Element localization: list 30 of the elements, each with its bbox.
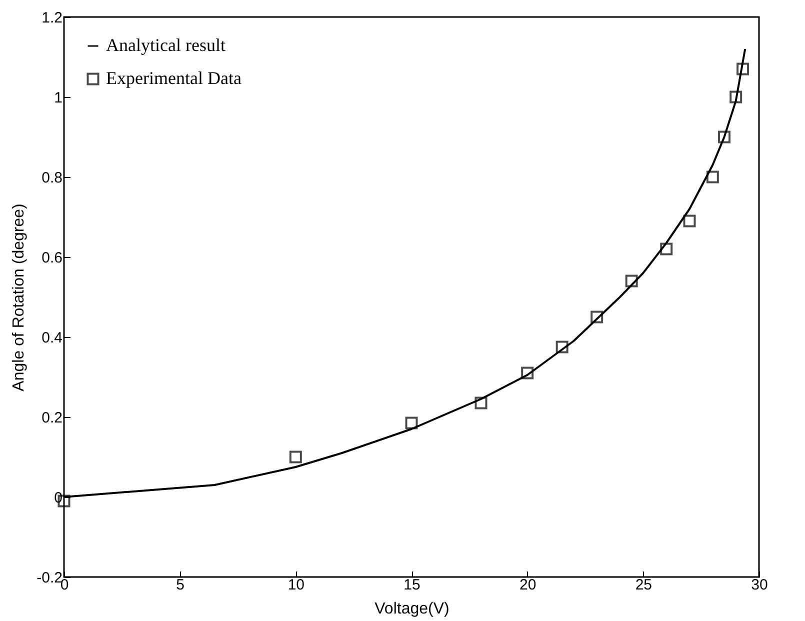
- point: [683, 214, 696, 228]
- x-tick-label: 10: [288, 576, 305, 594]
- x-tick-label: 25: [635, 576, 652, 594]
- y-tick-label: 0.6: [42, 250, 62, 266]
- y-tick-label: 0.4: [42, 330, 62, 346]
- y-axis-title: Angle of Rotation (degree): [10, 204, 28, 392]
- point: [718, 130, 730, 144]
- x-axis-title: Voltage(V): [374, 600, 450, 618]
- point: [556, 340, 568, 354]
- point: [521, 366, 534, 380]
- point: [474, 396, 488, 410]
- x-tick-label: 30: [751, 576, 768, 594]
- y-tick-label: 0.8: [42, 170, 62, 186]
- y-tick-label: 1: [54, 90, 62, 106]
- point: [625, 274, 638, 288]
- legend-label: Experimental Data: [106, 68, 242, 88]
- point: [706, 170, 719, 184]
- point: [289, 450, 302, 464]
- y-tick-label: 0.2: [42, 410, 62, 426]
- point: [405, 416, 418, 430]
- x-tick-label: 20: [519, 576, 536, 594]
- y-tick-label: 1.2: [42, 10, 62, 26]
- point: [590, 310, 604, 324]
- point: [660, 242, 673, 256]
- x-tick-label: 15: [404, 576, 420, 594]
- y-tick-label: -0.2: [36, 570, 62, 586]
- point: [730, 90, 742, 104]
- legend-label: Analytical result: [106, 35, 226, 55]
- x-tick-label: 5: [176, 576, 185, 594]
- point: [736, 62, 750, 76]
